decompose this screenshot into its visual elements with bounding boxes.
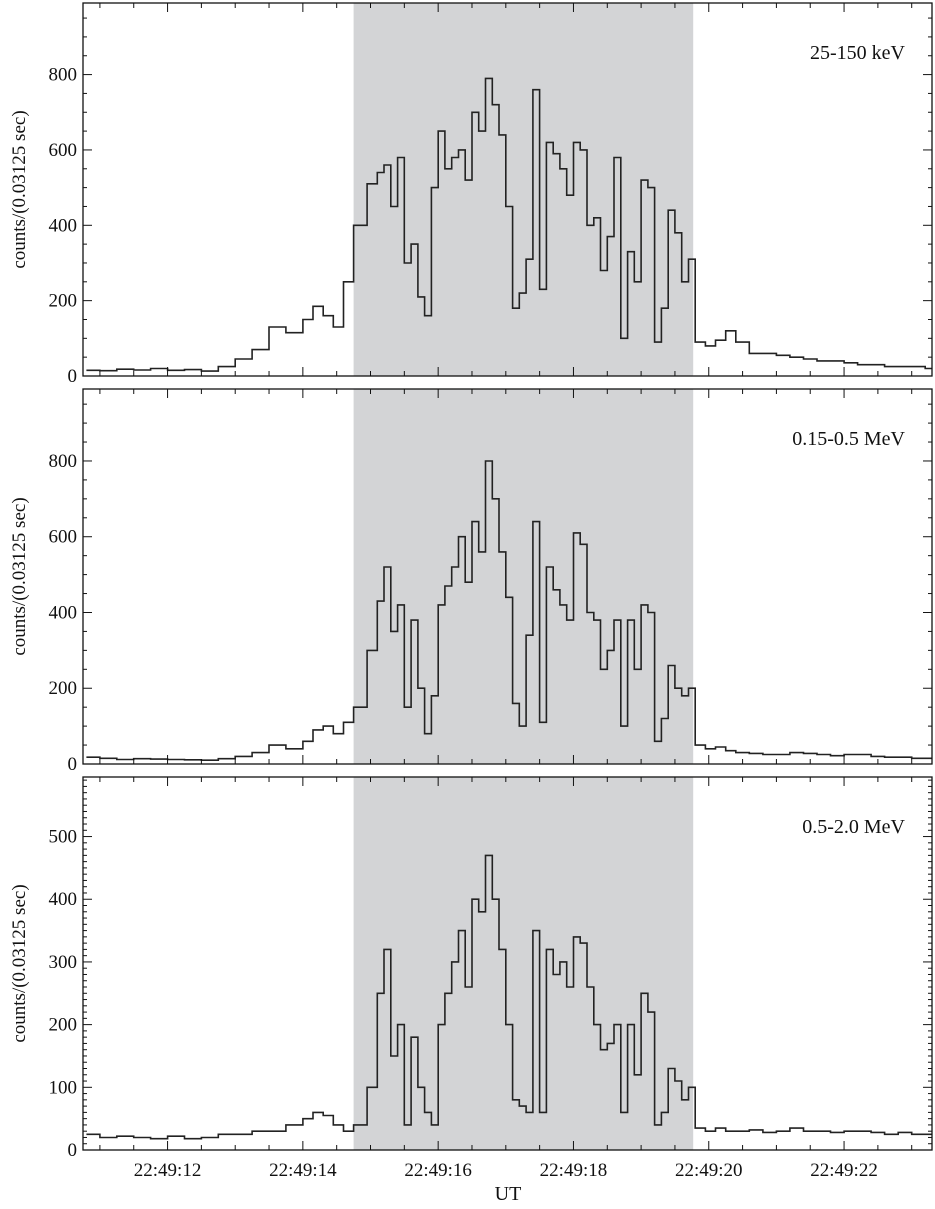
panel-3: 0 100 200 300 400 500 0.5-2.0 MeV counts/(0.031…: [9, 776, 933, 1161]
shaded-interval: [353, 3, 694, 376]
y-axis-label: counts/(0.03125 sec): [9, 110, 30, 268]
x-tick-label: 22:49:20: [675, 1160, 743, 1181]
energy-band-label: 0.5-2.0 MeV: [802, 816, 905, 838]
y-tick-label: 100: [49, 1077, 78, 1098]
y-tick-label: 600: [49, 140, 78, 161]
x-tick-label: 22:49:22: [810, 1160, 878, 1181]
y-tick-label: 400: [49, 602, 78, 623]
energy-band-label: 25-150 keV: [810, 42, 906, 64]
x-tick-label: 22:49:12: [134, 1160, 202, 1181]
y-tick-label: 400: [49, 215, 78, 236]
y-tick-label: 0: [68, 366, 78, 387]
series-line: [86, 77, 932, 372]
y-tick-label: 200: [49, 291, 78, 312]
x-axis-label: UT: [495, 1183, 522, 1205]
panel-1: 0 200 400 600 800 25-150 keV counts/(0.03125 s…: [9, 2, 933, 387]
plot-frame: [82, 388, 933, 765]
x-tick-label: 22:49:18: [540, 1160, 608, 1181]
y-tick-label: 400: [49, 889, 78, 910]
panels: 0 200 400 600 800 25-150 keV counts/(0.03125 s…: [9, 2, 933, 1161]
shaded-interval: [353, 389, 694, 764]
shaded-interval: [353, 777, 694, 1150]
y-tick-label: 200: [49, 1015, 78, 1036]
x-tick-label: 22:49:16: [404, 1160, 472, 1181]
plot-frame: [82, 776, 933, 1151]
x-tick-labels: 22:49:12 22:49:14 22:49:16 22:49:18 22:49:20…: [134, 1160, 878, 1181]
y-tick-label: 600: [49, 527, 78, 548]
panel-2: 0 200 400 600 800 0.15-0.5 MeV counts/(0.03125…: [9, 388, 933, 775]
y-tick-label: 0: [68, 1140, 78, 1161]
series-line: [86, 854, 932, 1140]
y-tick-label: 300: [49, 952, 78, 973]
x-tick-label: 22:49:14: [269, 1160, 337, 1181]
y-tick-label: 500: [49, 827, 78, 848]
energy-band-label: 0.15-0.5 MeV: [792, 428, 905, 450]
y-tick-label: 200: [49, 678, 78, 699]
plot-frame: [82, 2, 933, 377]
y-tick-label: 0: [68, 754, 78, 775]
y-axis-label: counts/(0.03125 sec): [9, 497, 30, 655]
y-tick-label: 800: [49, 65, 78, 86]
y-axis-label: counts/(0.03125 sec): [9, 884, 30, 1042]
y-tick-label: 800: [49, 451, 78, 472]
series-line: [86, 460, 932, 761]
